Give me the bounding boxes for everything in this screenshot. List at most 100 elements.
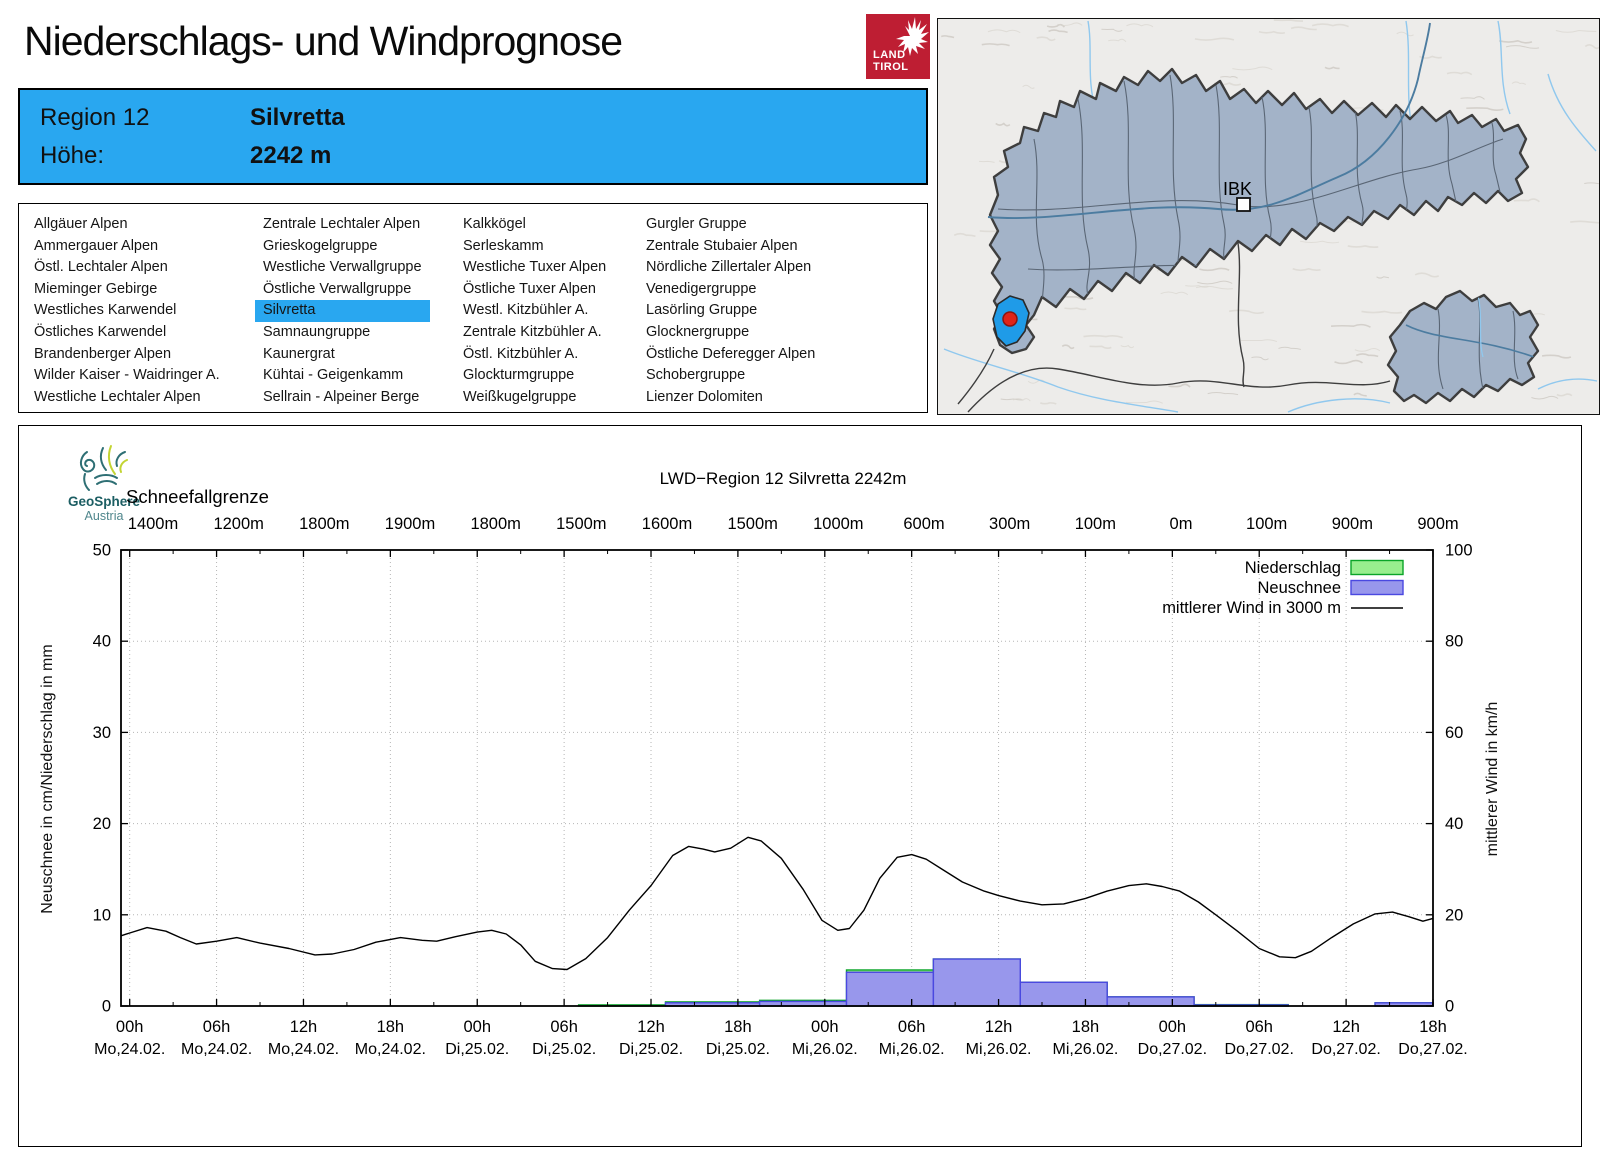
snowline-value-label: 1400m	[128, 515, 178, 533]
region-list: Allgäuer Alpen Ammergauer Alpen Östl. Lech…	[18, 203, 928, 413]
tirol-map[interactable]: IBK	[937, 18, 1600, 415]
region-list-column: Zentrale Lechtaler Alpen Grieskogelgruppe…	[255, 214, 430, 408]
region-list-item[interactable]: Zentrale Stubaier Alpen	[646, 237, 798, 254]
x-date-label: Mo,24.02.	[181, 1041, 252, 1058]
new-snow-bar	[845, 971, 935, 1007]
snowline-value-label: 900m	[1417, 515, 1458, 533]
y-left-tick-label: 0	[102, 998, 111, 1016]
y-right-tick-label: 80	[1445, 633, 1463, 651]
map-east-details	[1405, 294, 1535, 390]
region-list-item[interactable]: Kalkkögel	[463, 216, 526, 232]
legend-label: Neuschnee	[1258, 579, 1341, 597]
region-list-item[interactable]: Gurgler Gruppe	[646, 216, 747, 232]
x-time-label: 18h	[1072, 1018, 1100, 1036]
region-list-item[interactable]: Nördliche Zillertaler Alpen	[646, 259, 812, 276]
y-left-tick-label: 50	[93, 542, 111, 560]
region-list-item[interactable]: Östliches Karwendel	[34, 323, 167, 340]
x-date-label: Mi,26.02.	[879, 1041, 945, 1058]
tirol-map-svg[interactable]: IBK	[938, 19, 1600, 414]
x-time-label: 00h	[463, 1018, 491, 1036]
y-right-tick-label: 40	[1445, 815, 1463, 833]
x-time-label: 12h	[985, 1018, 1013, 1036]
y-right-tick-label: 0	[1445, 998, 1454, 1016]
region-list-item[interactable]: Lienzer Dolomiten	[646, 388, 763, 405]
region-list-item[interactable]: Östl. Kitzbühler A.	[463, 345, 579, 362]
geosphere-logo-icon	[79, 445, 128, 491]
snowline-value-label: 100m	[1075, 515, 1116, 533]
region-list-item[interactable]: Samnaungruppe	[263, 323, 371, 340]
region-list-item[interactable]: Schobergruppe	[646, 367, 746, 384]
region-list-item[interactable]: Westliche Verwallgruppe	[263, 259, 422, 276]
snowline-value-label: 1200m	[213, 515, 263, 533]
region-list-item[interactable]: Kühtai - Geigenkamm	[263, 367, 404, 384]
snowline-value-label: 300m	[989, 515, 1030, 533]
region-list-item[interactable]: Östliche Verwallgruppe	[263, 280, 412, 297]
legend-label: Niederschlag	[1245, 559, 1341, 577]
x-time-label: 12h	[637, 1018, 665, 1036]
region-label: Region 12	[40, 104, 150, 131]
x-date-label: Do,27.02.	[1225, 1041, 1294, 1058]
region-list-item[interactable]: Weißkugelgruppe	[463, 388, 577, 405]
region-list-item[interactable]: Lasörling Gruppe	[646, 302, 758, 319]
new-snow-bar	[932, 958, 1021, 1007]
y-left-tick-label: 20	[93, 815, 111, 833]
x-time-label: 06h	[1245, 1018, 1273, 1036]
region-list-column: Kalkkögel Serleskamm Westliche Tuxer Alpen…	[455, 214, 614, 408]
y-left-tick-label: 10	[93, 906, 111, 924]
x-time-label: 00h	[1159, 1018, 1187, 1036]
region-list-item[interactable]: Westliche Lechtaler Alpen	[34, 388, 201, 405]
x-time-label: 12h	[290, 1018, 318, 1036]
region-list-item[interactable]: Glocknergruppe	[646, 323, 750, 340]
region-list-item[interactable]: Brandenberger Alpen	[34, 345, 172, 362]
region-list-column: Gurgler Gruppe Zentrale Stubaier Alpen Nör…	[638, 214, 823, 408]
geosphere-name: GeoSphere	[67, 494, 141, 509]
region-list-item[interactable]: Zentrale Kitzbühler A.	[463, 323, 602, 340]
region-list-item[interactable]: Ammergauer Alpen	[34, 237, 159, 254]
region-list-item[interactable]: Grieskogelgruppe	[263, 237, 378, 254]
region-list-item[interactable]: Wilder Kaiser - Waidringer A.	[34, 367, 220, 384]
x-date-label: Di,25.02.	[619, 1041, 683, 1058]
region-list-item[interactable]: Östliche Deferegger Alpen	[646, 345, 816, 362]
y-right-tick-label: 100	[1445, 542, 1473, 560]
map-region-east-tirol[interactable]	[1386, 289, 1540, 405]
snowline-value-label: 600m	[903, 515, 944, 533]
region-list-item[interactable]: Allgäuer Alpen	[34, 216, 128, 232]
map-state-border	[957, 242, 1391, 413]
x-date-label: Mi,26.02.	[1053, 1041, 1119, 1058]
region-list-item[interactable]: Westliche Tuxer Alpen	[463, 259, 607, 276]
region-list-item[interactable]: Westliches Karwendel	[34, 302, 177, 319]
region-list-item[interactable]: Glockturmgruppe	[463, 367, 575, 384]
region-list-item[interactable]: Serleskamm	[463, 237, 544, 254]
x-time-label: 06h	[550, 1018, 578, 1036]
y-left-tick-label: 30	[93, 724, 111, 742]
region-list-item[interactable]: Silvretta	[255, 300, 430, 322]
forecast-chart: 0 10 20 30 40 50 0 20 40 60 80 100 00h 06h 12h 18h 00h 06…	[93, 515, 1473, 1058]
snowline-value-label: 100m	[1246, 515, 1287, 533]
snowline-value-label: 1900m	[385, 515, 435, 533]
region-list-item[interactable]: Venedigergruppe	[646, 280, 757, 297]
plot-border	[120, 549, 1434, 1007]
x-date-label: Mi,26.02.	[792, 1041, 858, 1058]
region-list-item[interactable]: Mieminger Gebirge	[34, 280, 158, 297]
snowline-value-label: 1500m	[556, 515, 606, 533]
region-list-item[interactable]: Kaunergrat	[263, 345, 335, 362]
x-time-label: 06h	[898, 1018, 926, 1036]
region-list-item[interactable]: Zentrale Lechtaler Alpen	[263, 216, 421, 232]
snowline-value-label: 1800m	[299, 515, 349, 533]
legend-label: mittlerer Wind in 3000 m	[1162, 599, 1341, 617]
x-date-label: Di,25.02.	[706, 1041, 770, 1058]
x-date-label: Do,27.02.	[1398, 1041, 1467, 1058]
new-snow-bar	[1106, 996, 1195, 1007]
x-date-label: Mo,24.02.	[355, 1041, 426, 1058]
legend-swatch	[1350, 559, 1404, 576]
map-region-north-tirol[interactable]	[988, 67, 1530, 355]
region-list-item[interactable]: Westl. Kitzbühler A.	[463, 302, 589, 319]
geosphere-sub: Austria	[84, 509, 124, 523]
region-list-item[interactable]: Sellrain - Alpeiner Berge	[263, 388, 420, 405]
x-date-label: Mo,24.02.	[94, 1041, 165, 1058]
snowline-value-label: 900m	[1332, 515, 1373, 533]
region-list-item[interactable]: Östliche Tuxer Alpen	[463, 280, 596, 297]
x-date-label: Di,25.02.	[532, 1041, 596, 1058]
region-list-item[interactable]: Östl. Lechtaler Alpen	[34, 259, 168, 276]
